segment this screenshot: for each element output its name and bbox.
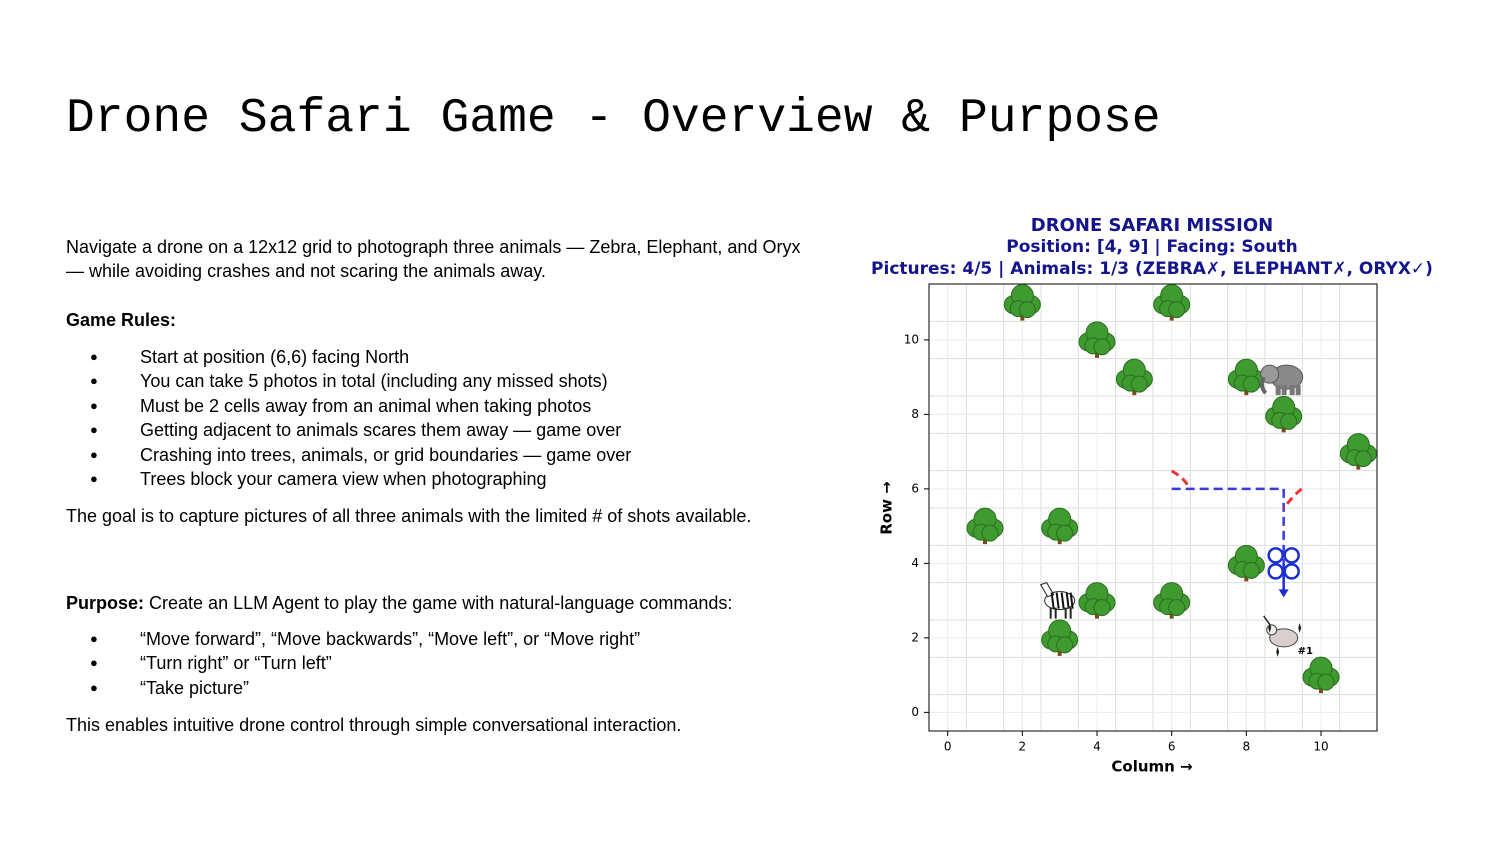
- elephant: [1260, 364, 1304, 396]
- leaf: [1242, 375, 1260, 393]
- y-tick-label: 2: [911, 630, 919, 644]
- bullet-item: You can take 5 photos in total (includin…: [66, 369, 631, 394]
- x-tick-label: 6: [1168, 740, 1176, 754]
- leg: [1281, 385, 1287, 396]
- chart-subtitle: Position: [4, 9] | Facing: South: [1006, 237, 1297, 257]
- turn-marker: [1170, 469, 1192, 490]
- stripe: [1055, 592, 1060, 609]
- sparkle: [1298, 622, 1302, 633]
- rules-heading: Game Rules:: [66, 310, 177, 330]
- bullet-item: Crashing into trees, animals, or grid bo…: [66, 443, 631, 468]
- leaf: [1317, 673, 1335, 691]
- tree: [1078, 321, 1116, 358]
- tree: [966, 507, 1004, 545]
- tree: [1041, 619, 1079, 656]
- photo-label: #1: [1298, 646, 1313, 657]
- plot-frame: [928, 283, 1378, 732]
- intro: Navigate a drone on a 12x12 grid to phot…: [66, 237, 801, 282]
- x-tick-label: 2: [1019, 740, 1027, 754]
- tree: [1041, 507, 1079, 545]
- tree: [1227, 544, 1265, 582]
- purpose: Purpose: Create an LLM Agent to play the…: [66, 591, 732, 615]
- drone: [1267, 547, 1300, 598]
- y-axis-label: Row →: [878, 481, 896, 535]
- y-tick-label: 8: [911, 407, 919, 421]
- x-tick-label: 0: [944, 740, 952, 754]
- bullet-item: Must be 2 cells away from an animal when…: [66, 394, 631, 419]
- drone-path: [1171, 487, 1285, 564]
- leaf: [1093, 338, 1111, 356]
- leaf: [981, 524, 999, 542]
- slide-title: Drone Safari Game - Overview & Purpose: [66, 92, 1161, 146]
- leaf: [1130, 375, 1148, 393]
- bullet-item: “Move forward”, “Move backwards”, “Move …: [66, 627, 640, 652]
- stripe: [1050, 592, 1055, 609]
- bullet-item: “Turn right” or “Turn left”: [66, 651, 640, 676]
- bullet-item: “Take picture”: [66, 676, 640, 701]
- tree: [1265, 395, 1303, 433]
- y-tick-label: 10: [904, 332, 919, 346]
- leaf: [1354, 450, 1372, 468]
- chart-title: DRONE SAFARI MISSION: [1031, 215, 1273, 236]
- commands-list: “Move forward”, “Move backwards”, “Move …: [66, 627, 640, 701]
- x-tick-label: 8: [1243, 740, 1251, 754]
- body: [1269, 628, 1299, 648]
- oryx: [1263, 615, 1302, 657]
- closing: This enables intuitive drone control thr…: [66, 715, 682, 735]
- chart-subtitle: Pictures: 4/5 | Animals: 1/3 (ZEBRA✗, EL…: [871, 259, 1433, 279]
- leg: [1289, 385, 1295, 396]
- zebra: [1039, 582, 1076, 619]
- leg: [1275, 385, 1281, 396]
- stripe: [1060, 592, 1065, 609]
- x-axis-label: Column →: [1111, 758, 1192, 776]
- y-tick-label: 0: [911, 705, 919, 719]
- y-tick-label: 4: [911, 556, 919, 570]
- tree: [1003, 284, 1041, 321]
- heading-head: [1278, 589, 1289, 598]
- tree: [1227, 358, 1265, 396]
- bullet-item: Trees block your camera view when photog…: [66, 467, 631, 492]
- tree: [1115, 358, 1153, 396]
- tree: [1302, 656, 1340, 694]
- goal: The goal is to capture pictures of all t…: [66, 506, 752, 526]
- bullet-item: Start at position (6,6) facing North: [66, 345, 631, 370]
- purpose-label: Purpose:: [66, 593, 145, 613]
- x-tick-label: 4: [1093, 740, 1101, 754]
- turn-marker: [1282, 487, 1303, 510]
- leaf: [1056, 524, 1074, 542]
- rotor: [1267, 547, 1284, 564]
- leg: [1295, 385, 1301, 396]
- rotor: [1283, 547, 1300, 564]
- purpose-text: Create an LLM Agent to play the game wit…: [149, 593, 733, 613]
- tree: [1339, 433, 1377, 470]
- rotor: [1283, 563, 1300, 580]
- rotor: [1267, 563, 1284, 580]
- leaf: [1056, 636, 1074, 654]
- leaf: [1168, 301, 1186, 319]
- leaf: [1242, 561, 1260, 579]
- sparkle: [1276, 646, 1280, 657]
- head: [1266, 624, 1278, 636]
- leaf: [1093, 599, 1111, 617]
- stripe: [1069, 592, 1074, 609]
- rules-list: Start at position (6,6) facing NorthYou …: [66, 345, 631, 492]
- stripe: [1065, 592, 1070, 609]
- sparkle: [1268, 622, 1272, 633]
- tree: [1153, 582, 1191, 619]
- leaf: [1280, 412, 1298, 430]
- y-tick-label: 6: [911, 481, 919, 495]
- tree: [1153, 284, 1191, 321]
- leaf: [1018, 301, 1036, 319]
- x-tick-label: 10: [1313, 740, 1328, 754]
- leaf: [1168, 599, 1186, 617]
- bullet-item: Getting adjacent to animals scares them …: [66, 418, 631, 443]
- tree: [1078, 582, 1116, 619]
- trunk: [1260, 376, 1268, 395]
